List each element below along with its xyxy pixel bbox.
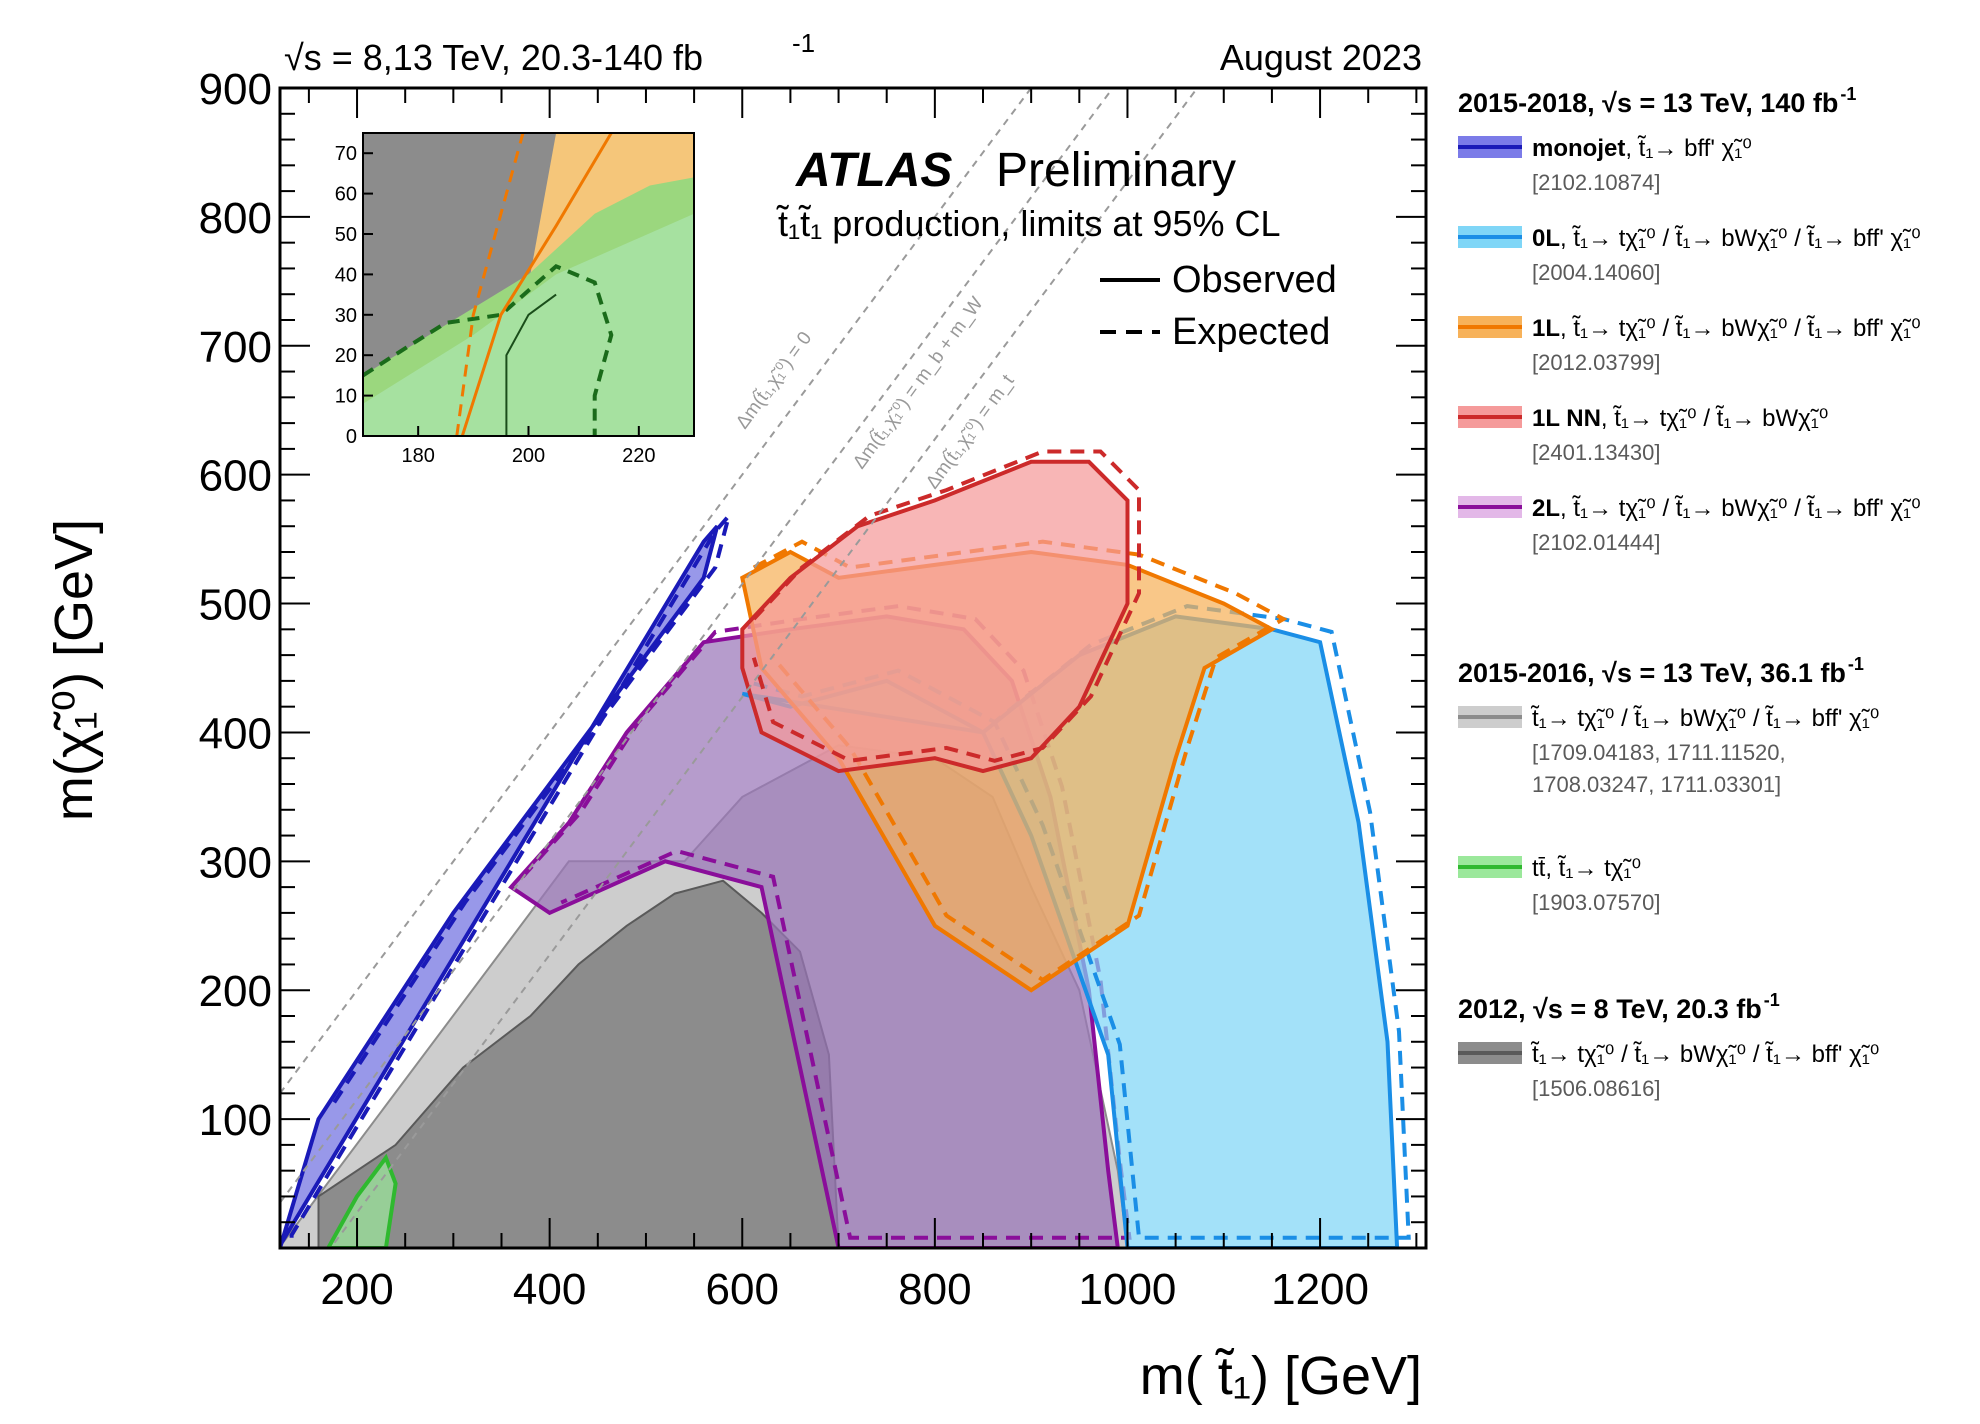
legend-heading-0: 2015-2018, √s = 13 TeV, 140 fb bbox=[1458, 88, 1838, 118]
legend-item-ref: [1709.04183, 1711.11520, bbox=[1532, 740, 1786, 765]
y-axis-title: m(χ̃₁⁰) [GeV] bbox=[44, 519, 104, 821]
legend-heading-1: 2015-2016, √s = 13 TeV, 36.1 fb bbox=[1458, 658, 1846, 688]
energy-label-sup: -1 bbox=[792, 28, 815, 58]
axis-tick-labels: 200 400 600 800 1000 120010020030040050060070… bbox=[199, 65, 1369, 1314]
legend-item-ref: [2102.01444] bbox=[1532, 530, 1660, 555]
legend-heading-sup-0: -1 bbox=[1840, 84, 1856, 104]
inset-y-tick-label: 50 bbox=[335, 224, 357, 246]
legend-item-ref: [2102.10874] bbox=[1532, 170, 1660, 195]
legend-item-label: 1L NN, t̃₁→ tχ̃₁⁰ / t̃₁→ bWχ̃₁⁰ bbox=[1532, 405, 1828, 432]
inset-x-tick-label: 180 bbox=[401, 445, 434, 467]
inset-y-tick-label: 30 bbox=[335, 305, 357, 327]
x-axis-title: m( t̃₁) [GeV] bbox=[1140, 1346, 1422, 1406]
inset-y-tick-label: 70 bbox=[335, 143, 357, 165]
plot-frame bbox=[278, 86, 1428, 1250]
inset-y-tick-label: 20 bbox=[335, 345, 357, 367]
y-tick-label: 300 bbox=[199, 838, 272, 887]
inset-orange-expected bbox=[455, 133, 525, 436]
inset-x-tick-label: 200 bbox=[512, 445, 545, 467]
y-tick-label: 200 bbox=[199, 967, 272, 1016]
one-lepton-nn-region bbox=[740, 459, 1130, 774]
legend-item-label: 1L, t̃₁→ tχ̃₁⁰ / t̃₁→ bWχ̃₁⁰ / t̃₁→ bff'… bbox=[1532, 315, 1921, 342]
one-lepton-nn-region-expected bbox=[751, 449, 1141, 763]
x-tick-label: 1200 bbox=[1271, 1265, 1369, 1314]
y-tick-label: 400 bbox=[199, 709, 272, 758]
legend: 2015-2018, √s = 13 TeV, 140 fb -1monojet,… bbox=[1458, 84, 1921, 1101]
legend-heading-sup-2: -1 bbox=[1764, 990, 1780, 1010]
legend-item-label: tt̄, t̃₁→ tχ̃₁⁰ bbox=[1532, 855, 1641, 882]
legend-item-label: monojet, t̃₁→ bff' χ̃₁⁰ bbox=[1532, 135, 1752, 162]
two-lepton-region-expected bbox=[521, 604, 1132, 1240]
legend-heading-sup-1: -1 bbox=[1848, 654, 1864, 674]
legend-item-ref: [2401.13430] bbox=[1532, 440, 1660, 465]
y-tick-label: 900 bbox=[199, 65, 272, 114]
legend-item-label: 2L, t̃₁→ tχ̃₁⁰ / t̃₁→ bWχ̃₁⁰ / t̃₁→ bff'… bbox=[1532, 495, 1921, 522]
x-tick-label: 1000 bbox=[1079, 1265, 1177, 1314]
production-label: t̃₁t̃₁ production, limits at 95% CL bbox=[776, 203, 1281, 244]
energy-label: √s = 8,13 TeV, 20.3-140 fb bbox=[284, 37, 703, 78]
ttbar-region bbox=[325, 1153, 398, 1248]
atlas-logo-text: ATLAS bbox=[795, 144, 952, 197]
axis-ticks bbox=[280, 87, 1426, 1248]
inset-orange-line bbox=[460, 133, 613, 436]
legend-item-ref: [1903.07570] bbox=[1532, 890, 1660, 915]
y-tick-label: 800 bbox=[199, 194, 272, 243]
plot-area bbox=[280, 88, 1411, 1248]
legend-item-ref: [2004.14060] bbox=[1532, 260, 1660, 285]
y-tick-label: 500 bbox=[199, 581, 272, 630]
inset-y-tick-label: 40 bbox=[335, 264, 357, 286]
x-tick-label: 800 bbox=[898, 1265, 971, 1314]
x-tick-label: 400 bbox=[513, 1265, 586, 1314]
preliminary-label: Preliminary bbox=[996, 144, 1236, 197]
monojet-region-expected bbox=[289, 514, 731, 1238]
y-tick-label: 100 bbox=[199, 1096, 272, 1145]
inset-y-tick-label: 0 bbox=[346, 426, 357, 448]
diag-label-zero: Δm(t̃₁,χ̃₁⁰) = 0 bbox=[732, 328, 817, 433]
legend-item-label: 0L, t̃₁→ tχ̃₁⁰ / t̃₁→ bWχ̃₁⁰ / t̃₁→ bff'… bbox=[1532, 225, 1921, 252]
expected-label: Expected bbox=[1172, 311, 1330, 353]
legend-item-label: t̃₁→ tχ̃₁⁰ / t̃₁→ bWχ̃₁⁰ / t̃₁→ bff' χ̃₁… bbox=[1530, 1041, 1879, 1068]
inset-y-tick-label: 60 bbox=[335, 184, 357, 206]
inset-light-green bbox=[363, 213, 694, 436]
x-tick-label: 200 bbox=[320, 1265, 393, 1314]
observed-label: Observed bbox=[1172, 259, 1337, 301]
date-label: August 2023 bbox=[1220, 37, 1422, 78]
inset-x-tick-label: 220 bbox=[622, 445, 655, 467]
inset-plot: 180 200 220 0 10 20 30 40 50 60 70 bbox=[335, 132, 695, 467]
legend-item-label: t̃₁→ tχ̃₁⁰ / t̃₁→ bWχ̃₁⁰ / t̃₁→ bff' χ̃₁… bbox=[1530, 705, 1879, 732]
x-tick-label: 600 bbox=[706, 1265, 779, 1314]
inset-y-tick-label: 10 bbox=[335, 386, 357, 408]
legend-item-ref: [2012.03799] bbox=[1532, 350, 1660, 375]
legend-item-ref-2: 1708.03247, 1711.03301] bbox=[1532, 772, 1781, 797]
y-tick-label: 700 bbox=[199, 323, 272, 372]
inset-green-expected bbox=[363, 263, 614, 436]
legend-heading-2: 2012, √s = 8 TeV, 20.3 fb bbox=[1458, 994, 1762, 1024]
inset-green-observed bbox=[505, 293, 557, 436]
y-tick-label: 600 bbox=[199, 452, 272, 501]
legend-item-ref: [1506.08616] bbox=[1532, 1076, 1660, 1101]
